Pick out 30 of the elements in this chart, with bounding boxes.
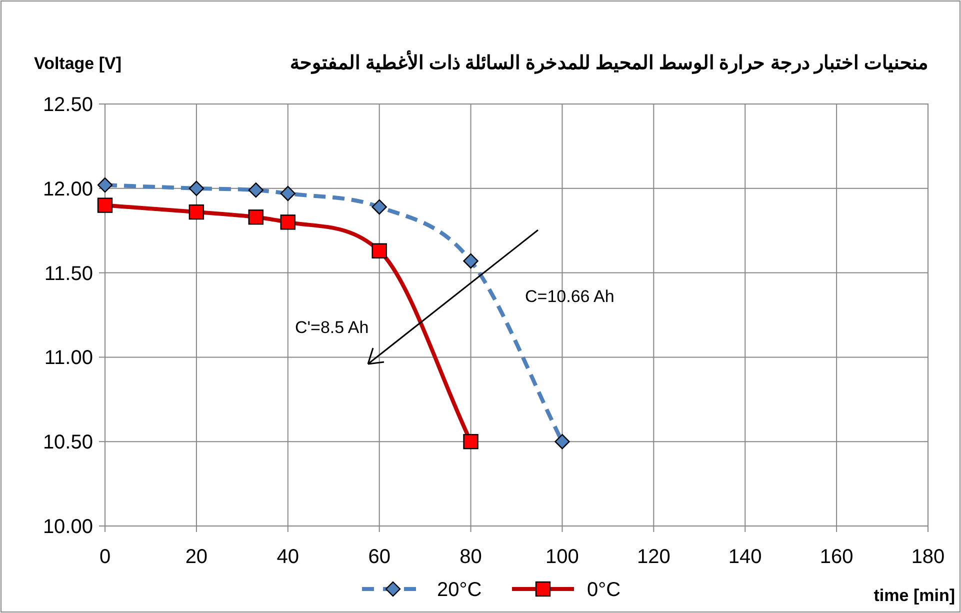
x-tick-label: 120 <box>636 546 670 568</box>
x-tick-label: 60 <box>368 546 390 568</box>
x-tick-label: 80 <box>460 546 482 568</box>
point <box>97 177 113 193</box>
point <box>463 253 478 269</box>
x-tick-label: 40 <box>276 546 300 568</box>
x-tick-label: 0 <box>99 546 111 568</box>
legend-label: 20°C <box>437 579 482 601</box>
y-tick-label: 11.00 <box>44 347 93 370</box>
point <box>280 186 296 202</box>
x-tick-label: 160 <box>820 546 854 568</box>
x-tick-label: 100 <box>546 546 579 568</box>
point <box>188 180 204 196</box>
chart-title: منحنيات اختبار درجة حرارة الوسط المحيط للمدخرة السائلة ذات الأغطية المفتوحة <box>290 50 928 74</box>
x-tick-label: 20 <box>185 546 208 568</box>
y-axis-title: Voltage [V] <box>34 54 122 73</box>
x-tick-label: 140 <box>728 546 762 568</box>
point <box>372 199 387 215</box>
annotation: C'=8.5 Ah <box>295 318 369 337</box>
point <box>554 434 570 450</box>
y-tick-label: 11.50 <box>44 262 93 285</box>
y-tick-label: 12.50 <box>42 94 93 116</box>
annotation: C=10.66 Ah <box>525 287 614 306</box>
x-tick-label: 180 <box>911 546 945 568</box>
legend-label: 0°C <box>587 579 621 601</box>
y-tick-label: 12.00 <box>42 178 93 200</box>
y-tick-label: 10.50 <box>42 432 93 454</box>
x-axis-title: time [min] <box>874 586 955 605</box>
y-tick-label: 10.00 <box>42 516 93 538</box>
point <box>248 182 264 198</box>
